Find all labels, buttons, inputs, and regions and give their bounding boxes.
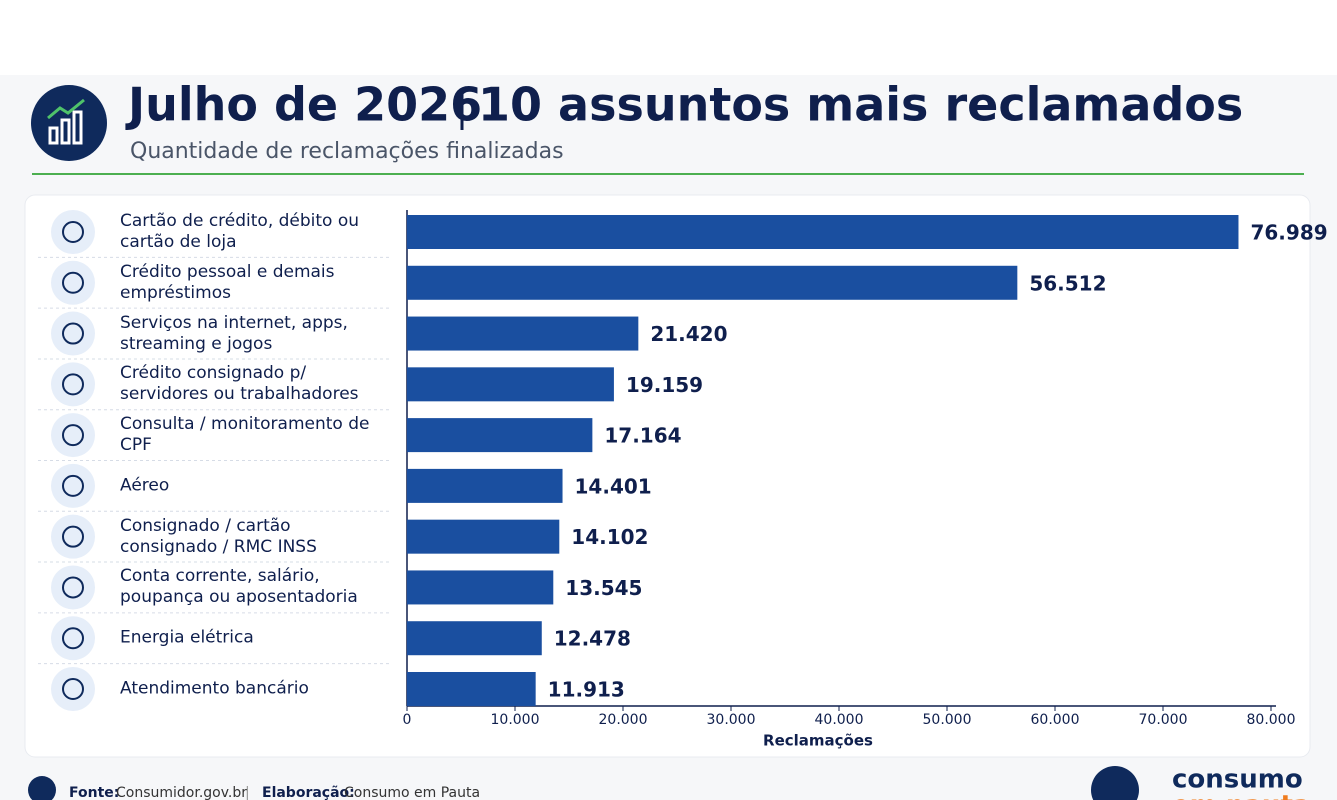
x-tick-label: 20.000 [599, 712, 648, 728]
category-icon [51, 260, 95, 305]
value-label: 19.159 [626, 373, 703, 397]
value-label: 56.512 [1029, 271, 1106, 295]
category-label: Aéreo [120, 475, 170, 496]
value-label: 21.420 [650, 322, 727, 346]
title: Julho de 2026 [125, 78, 482, 132]
card [24, 194, 1311, 758]
category-icon-glyph [62, 525, 84, 548]
bar [407, 265, 1018, 300]
bar [407, 570, 554, 605]
value-label: 12.478 [554, 627, 631, 651]
x-tick-label: 10.000 [491, 712, 540, 728]
bar [407, 215, 1239, 249]
category-label: Cartão de crédito, débito ou cartão de l… [120, 211, 360, 252]
category-icon [51, 311, 95, 356]
top-band [0, 0, 1337, 75]
category-icon-glyph [62, 322, 84, 345]
x-tick-label: 0 [403, 712, 412, 728]
x-tick-label: 50.000 [923, 712, 972, 728]
bar [407, 367, 614, 402]
title-part2: 10 assuntos mais reclamados [478, 78, 1243, 132]
x-tick-label: 60.000 [1031, 712, 1080, 728]
category-icon-glyph [62, 678, 84, 700]
credit-label: Elaboração: [262, 785, 355, 800]
logo-line1: consumo [1172, 765, 1303, 795]
category-icon [51, 463, 95, 508]
info-icon [28, 776, 56, 800]
category-icon-glyph [62, 221, 84, 243]
source: Consumidor.gov.br [116, 785, 247, 800]
category-label: Serviços na internet, apps, streaming e … [120, 312, 348, 354]
bar [407, 418, 593, 453]
category-label: Consulta / monitoramento de CPF [120, 414, 370, 456]
category-icon-glyph [62, 271, 84, 294]
value-label: 14.401 [575, 474, 652, 498]
credit: Consumo em Pauta [344, 785, 480, 800]
category-icon-glyph [62, 424, 84, 447]
logo-line2: em pauta [1172, 791, 1310, 800]
value-label: 76.989 [1250, 221, 1327, 245]
subtitle: Quantidade de reclamações finalizadas [130, 139, 564, 164]
category-label: Energia elétrica [120, 627, 254, 648]
category-icon-glyph [62, 474, 84, 497]
bar [407, 621, 542, 656]
value-label: 14.102 [571, 525, 648, 549]
category-icon-glyph [62, 627, 84, 650]
category-label: Crédito consignado p/ servidores ou trab… [120, 363, 359, 405]
category-icon [51, 413, 95, 458]
category-icon [51, 667, 95, 711]
bar [407, 468, 563, 503]
value-label: 11.913 [548, 678, 625, 702]
category-icon [51, 362, 95, 407]
logo-icon [1091, 766, 1139, 800]
x-tick-label: 80.000 [1247, 712, 1296, 728]
bar [407, 519, 560, 554]
bar [407, 672, 536, 706]
x-tick-label: 40.000 [815, 712, 864, 728]
category-icon [51, 565, 95, 610]
category-icon [51, 616, 95, 661]
x-axis-label: Reclamações [763, 732, 873, 750]
value-label: 13.545 [565, 576, 642, 600]
category-icon-glyph [62, 373, 84, 396]
footer-separator: | [245, 785, 250, 800]
category-label: Conta corrente, salário, poupança ou apo… [120, 566, 358, 608]
category-label: Consignado / cartão consignado / RMC INS… [120, 515, 317, 557]
category-label: Crédito pessoal e demais empréstimos [120, 261, 335, 303]
source-label: Fonte: [69, 785, 119, 800]
x-tick-label: 70.000 [1139, 712, 1188, 728]
value-label: 17.164 [604, 424, 681, 448]
category-icon [51, 210, 95, 254]
x-tick-label: 30.000 [707, 712, 756, 728]
category-icon [51, 514, 95, 559]
category-icon-glyph [62, 576, 84, 599]
category-label: Atendimento bancário [120, 678, 309, 699]
bar [407, 316, 639, 351]
title-icon-glyph [47, 98, 85, 145]
